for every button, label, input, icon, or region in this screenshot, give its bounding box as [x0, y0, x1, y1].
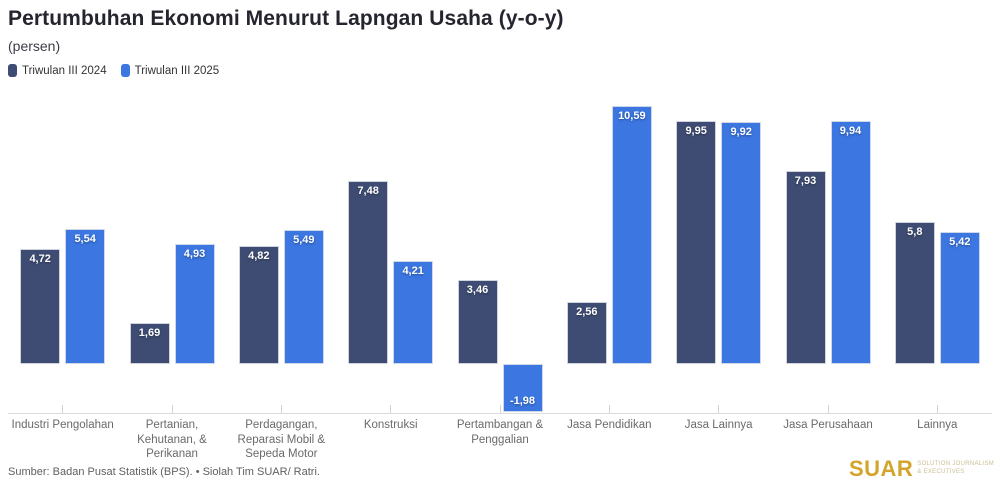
- bar-value-label-triwulan-iii-2024-lainnya: 5,8: [907, 226, 923, 239]
- bar-value-label-triwulan-iii-2024-perdagangan-reparasi-mobil-sepeda-motor: 4,82: [248, 250, 270, 263]
- x-axis-tick: [171, 405, 173, 413]
- bar-value-label-triwulan-iii-2024-konstruksi: 7,48: [357, 185, 379, 198]
- legend-label-2024: Triwulan III 2024: [22, 64, 107, 77]
- bar-triwulan-iii-2025-jasa-lainnya: [721, 121, 762, 364]
- bar-value-label-triwulan-iii-2024-pertanian-kehutanan-perikanan: 1,69: [138, 326, 161, 339]
- x-axis-tick: [62, 405, 64, 413]
- x-axis-tick: [718, 405, 720, 413]
- x-axis-tick: [827, 405, 829, 413]
- bar-triwulan-iii-2024-pertanian-kehutanan-perikanan: [129, 322, 170, 364]
- bar-chart: Industri Pengolahan 4,72 5,54 Pertanian, Ke…: [8, 95, 992, 475]
- bar-value-label-triwulan-iii-2025-jasa-perusahaan: 9,94: [839, 125, 862, 138]
- bar-value-label-triwulan-iii-2024-jasa-pendidikan: 2,56: [576, 305, 598, 318]
- bar-value-label-triwulan-iii-2024-pertambangan-penggalian: 3,46: [466, 283, 489, 296]
- bar-triwulan-iii-2024-konstruksi: [348, 181, 389, 364]
- bar-value-label-triwulan-iii-2025-pertanian-kehutanan-perikanan: 4,93: [183, 247, 206, 260]
- bar-triwulan-iii-2025-lainnya: [939, 231, 980, 364]
- x-axis-label-lainnya: Lainnya: [917, 419, 958, 431]
- bar-value-label-triwulan-iii-2024-industri-pengolahan: 4,72: [29, 252, 51, 265]
- x-axis-tick: [936, 405, 938, 413]
- x-axis-tick: [390, 405, 392, 413]
- source-attribution: Sumber: Badan Pusat Statistik (BPS). • S…: [8, 466, 320, 478]
- x-axis-label-pertambangan-penggalian: Pertambangan & Penggalian: [456, 419, 544, 446]
- legend-swatch-2024-icon: [8, 64, 17, 77]
- suar-logo: SUAR Solution Journalism & Executives: [849, 456, 994, 482]
- bar-triwulan-iii-2024-lainnya: [894, 222, 935, 364]
- legend: Triwulan III 2024 Triwulan III 2025: [8, 64, 219, 77]
- bar-value-label-triwulan-iii-2025-lainnya: 5,42: [949, 235, 971, 248]
- bar-triwulan-iii-2025-perdagangan-reparasi-mobil-sepeda-motor: [283, 230, 324, 364]
- x-axis-label-jasa-perusahaan: Jasa Perusahaan: [783, 419, 873, 431]
- x-axis-label-pertanian-kehutanan-perikanan: Pertanian, Kehutanan, & Perikanan: [137, 419, 207, 461]
- bar-triwulan-iii-2025-pertanian-kehutanan-perikanan: [174, 243, 215, 364]
- bar-value-label-triwulan-iii-2025-jasa-pendidikan: 10,59: [618, 109, 646, 122]
- chart-title: Pertumbuhan Ekonomi Menurut Lapngan Usah…: [8, 7, 564, 30]
- chart-subtitle: (persen): [8, 38, 61, 54]
- bar-triwulan-iii-2025-industri-pengolahan: [65, 228, 106, 364]
- legend-swatch-2025-icon: [120, 64, 130, 77]
- bar-value-label-triwulan-iii-2024-jasa-perusahaan: 7,93: [794, 174, 817, 187]
- bar-value-label-triwulan-iii-2025-konstruksi: 4,21: [402, 265, 424, 278]
- bar-value-label-triwulan-iii-2025-perdagangan-reparasi-mobil-sepeda-motor: 5,49: [293, 234, 315, 247]
- legend-label-2025: Triwulan III 2025: [134, 64, 220, 77]
- bar-triwulan-iii-2025-jasa-pendidikan: [611, 105, 652, 364]
- suar-tagline-line2: & Executives: [917, 469, 965, 475]
- x-axis-label-industri-pengolahan: Industri Pengolahan: [11, 419, 114, 431]
- x-axis-tick: [608, 405, 610, 413]
- x-axis-label-jasa-lainnya: Jasa Lainnya: [684, 419, 753, 431]
- legend-item-triwulan-iii-2025: Triwulan III 2025: [120, 64, 220, 77]
- bar-triwulan-iii-2024-jasa-pendidikan: [566, 301, 607, 364]
- bar-triwulan-iii-2024-industri-pengolahan: [20, 248, 61, 364]
- legend-item-triwulan-iii-2024: Triwulan III 2024: [8, 64, 107, 77]
- x-axis-tick: [280, 405, 282, 413]
- bar-value-label-triwulan-iii-2025-industri-pengolahan: 5,54: [74, 232, 96, 245]
- bar-triwulan-iii-2024-pertambangan-penggalian: [457, 279, 498, 364]
- x-axis-tick: [499, 405, 501, 413]
- x-axis-line: [8, 413, 992, 414]
- bar-triwulan-iii-2024-jasa-lainnya: [676, 121, 717, 364]
- suar-logo-wordmark: SUAR: [848, 456, 914, 481]
- bar-triwulan-iii-2025-konstruksi: [393, 261, 434, 364]
- bar-value-label-triwulan-iii-2025-jasa-lainnya: 9,92: [730, 125, 752, 138]
- bar-value-label-triwulan-iii-2025-pertambangan-penggalian: -1,98: [509, 395, 536, 408]
- x-axis-label-konstruksi: Konstruksi: [363, 419, 418, 431]
- x-axis-label-perdagangan-reparasi-mobil-sepeda-motor: Perdagangan, Reparasi Mobil & Sepeda Mot…: [237, 419, 326, 461]
- bar-triwulan-iii-2024-perdagangan-reparasi-mobil-sepeda-motor: [238, 246, 279, 364]
- bar-triwulan-iii-2025-pertambangan-penggalian: [502, 364, 543, 413]
- suar-logo-tagline: Solution Journalism & Executives: [917, 461, 994, 477]
- suar-tagline-line1: Solution Journalism: [917, 461, 994, 468]
- bar-value-label-triwulan-iii-2024-jasa-lainnya: 9,95: [685, 125, 707, 138]
- bar-triwulan-iii-2024-jasa-perusahaan: [785, 170, 826, 364]
- x-axis-label-jasa-pendidikan: Jasa Pendidikan: [567, 419, 652, 431]
- bar-triwulan-iii-2025-jasa-perusahaan: [830, 121, 871, 364]
